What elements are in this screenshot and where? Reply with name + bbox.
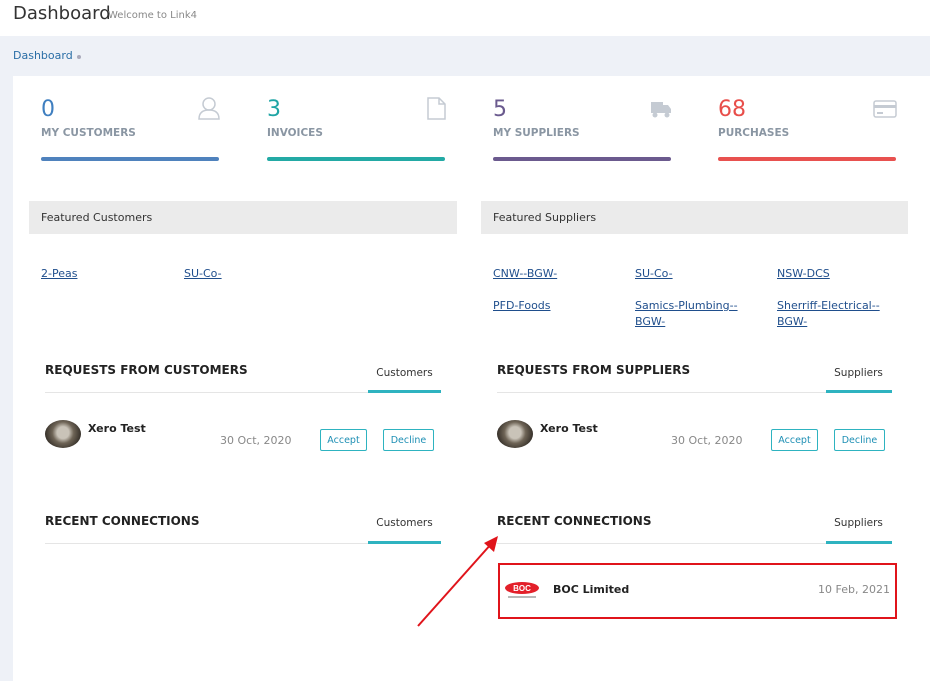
svg-text:BOC: BOC	[513, 584, 531, 593]
request-date: 30 Oct, 2020	[220, 434, 292, 447]
connection-name: BOC Limited	[553, 583, 630, 596]
stat-bar	[41, 157, 219, 161]
tab-underline	[368, 541, 441, 544]
stat-label: INVOICES	[267, 127, 323, 139]
featured-link[interactable]: SU-Co-	[635, 267, 673, 280]
avatar	[45, 420, 81, 448]
tab-underline	[826, 541, 892, 544]
page-title: Dashboard	[13, 3, 111, 24]
featured-link[interactable]: Sherriff-Electrical--BGW-	[777, 299, 880, 328]
company-logo: BOC	[505, 582, 539, 598]
accept-button[interactable]: Accept	[771, 429, 818, 451]
stat-bar	[718, 157, 896, 161]
stat-value: 68	[718, 97, 746, 122]
tab[interactable]: Suppliers	[834, 517, 883, 529]
divider	[497, 543, 892, 544]
page-subtitle: Welcome to Link4	[108, 10, 197, 21]
card	[13, 76, 930, 681]
decline-button[interactable]: Decline	[834, 429, 885, 451]
highlight-box	[498, 563, 897, 619]
section-title: REQUESTS FROM CUSTOMERS	[45, 363, 248, 377]
divider	[497, 392, 892, 393]
annotation-arrow	[417, 536, 498, 627]
card-icon	[873, 100, 897, 118]
divider	[45, 543, 441, 544]
stat-label: MY SUPPLIERS	[493, 127, 580, 139]
tab-underline	[368, 390, 441, 393]
section-title: REQUESTS FROM SUPPLIERS	[497, 363, 691, 377]
stat-label: MY CUSTOMERS	[41, 127, 136, 139]
section-title: RECENT CONNECTIONS	[45, 514, 200, 528]
top-bar	[0, 0, 930, 36]
stat-bar	[493, 157, 671, 161]
avatar	[497, 420, 533, 448]
accept-button[interactable]: Accept	[320, 429, 367, 451]
file-icon	[427, 97, 446, 120]
featured-link[interactable]: NSW-DCS	[777, 267, 830, 280]
tab[interactable]: Suppliers	[834, 367, 883, 379]
featured-link[interactable]: PFD-Foods	[493, 299, 551, 312]
decline-button[interactable]: Decline	[383, 429, 434, 451]
stat-bar	[267, 157, 445, 161]
featured-header: Featured Suppliers	[481, 201, 908, 234]
section-title: RECENT CONNECTIONS	[497, 514, 652, 528]
stat-value: 5	[493, 97, 507, 122]
stat-value: 3	[267, 97, 281, 122]
divider	[45, 392, 441, 393]
tab[interactable]: Customers	[376, 367, 433, 379]
request-name: Xero Test	[540, 422, 598, 435]
truck-icon	[651, 102, 671, 118]
user-icon	[198, 97, 220, 120]
connection-date: 10 Feb, 2021	[818, 583, 890, 596]
tab[interactable]: Customers	[376, 517, 433, 529]
request-date: 30 Oct, 2020	[671, 434, 743, 447]
request-name: Xero Test	[88, 422, 146, 435]
tab-underline	[826, 390, 892, 393]
featured-link[interactable]: SU-Co-	[184, 267, 222, 280]
featured-link[interactable]: CNW--BGW-	[493, 267, 558, 280]
featured-header: Featured Customers	[29, 201, 457, 234]
featured-link[interactable]: Samics-Plumbing--BGW-	[635, 299, 738, 328]
stat-label: PURCHASES	[718, 127, 790, 139]
featured-link[interactable]: 2-Peas	[41, 267, 78, 280]
breadcrumb-dot	[77, 55, 81, 59]
breadcrumb[interactable]: Dashboard	[13, 49, 73, 62]
stat-value: 0	[41, 97, 55, 122]
